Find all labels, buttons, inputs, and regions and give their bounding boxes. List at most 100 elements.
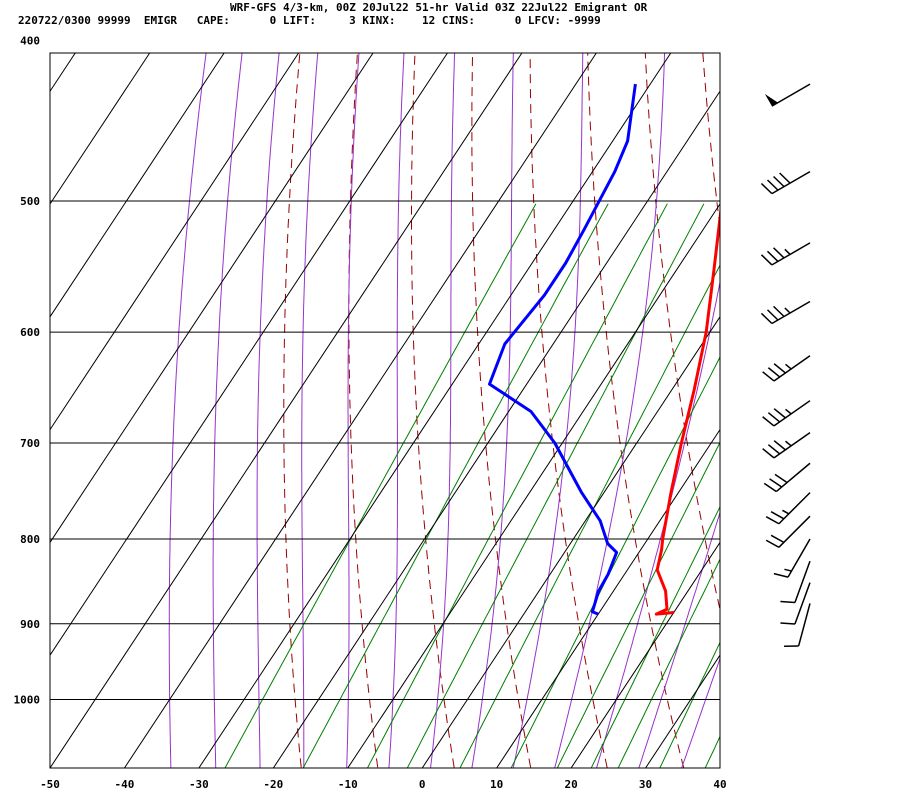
mixing-ratio-line — [617, 558, 720, 768]
mixing-ratio-line — [366, 203, 668, 768]
barb-flag — [765, 539, 780, 548]
temperature-tick-label: -30 — [189, 778, 209, 791]
temperature-tick-label: -40 — [115, 778, 135, 791]
wind-barbs — [760, 83, 811, 647]
wind-barb — [784, 603, 811, 647]
barb-half-flag — [785, 408, 792, 415]
barb-half-flag — [785, 440, 792, 447]
moist-adiabat — [554, 53, 666, 768]
pressure-tick-label: 900 — [20, 618, 40, 631]
moist-adiabat — [761, 22, 900, 787]
mixing-ratio-line — [224, 203, 537, 768]
pressure-tick-label: 600 — [20, 326, 40, 339]
temperature-profile — [654, 205, 720, 616]
barb-staff — [794, 560, 811, 603]
pressure-tick-label: 500 — [20, 195, 40, 208]
dry-adiabat — [411, 53, 455, 768]
isotherm-line — [50, 53, 374, 544]
barb-flag — [763, 482, 777, 493]
mixing-ratio-line — [459, 264, 720, 768]
wind-barb — [765, 492, 811, 525]
wind-barb — [760, 300, 811, 325]
pressure-tick-label: 700 — [20, 437, 40, 450]
dry-adiabat — [471, 53, 532, 768]
barb-flag — [767, 412, 781, 423]
barb-flag — [780, 600, 796, 604]
moist-adiabat — [388, 53, 405, 768]
wind-barb — [773, 538, 811, 578]
barb-staff — [771, 170, 811, 195]
moist-adiabat — [512, 53, 584, 768]
barb-pennant — [764, 93, 778, 107]
wind-barb — [780, 560, 811, 604]
pressure-tick-label: 800 — [20, 533, 40, 546]
barb-flag — [774, 473, 788, 484]
temperature-tick-label: 0 — [419, 778, 426, 791]
mixing-ratio-line — [704, 735, 720, 768]
barb-half-flag — [784, 568, 792, 572]
moist-adiabat — [346, 53, 360, 768]
barb-staff — [787, 538, 811, 578]
barb-half-flag — [785, 363, 792, 370]
barb-staff — [771, 300, 811, 325]
barb-flag — [766, 309, 779, 321]
moist-adiabat — [596, 279, 720, 768]
dry-adiabat — [871, 17, 900, 783]
barb-flag — [767, 444, 781, 455]
barb-staff — [778, 515, 811, 548]
barb-staff — [771, 83, 811, 107]
isotherm-line — [272, 90, 720, 768]
barb-half-flag — [782, 509, 790, 515]
barb-half-flag — [784, 307, 791, 314]
wind-barb — [762, 355, 811, 382]
pressure-tick-labels: 400 500 600 700 800 900 1000 — [14, 35, 41, 707]
wind-barb — [762, 432, 811, 459]
moist-adiabat — [212, 53, 243, 768]
temperature-tick-label: 40 — [713, 778, 726, 791]
barb-staff — [794, 582, 811, 625]
isotherm-line — [124, 53, 597, 768]
isotherm-line — [645, 654, 720, 768]
barb-flag — [762, 448, 775, 459]
barb-half-flag — [784, 248, 791, 255]
moist-adiabat — [301, 53, 319, 768]
barb-staff — [773, 400, 811, 427]
barb-flag — [773, 408, 786, 419]
barb-flag — [773, 247, 785, 259]
dry-adiabat — [814, 17, 900, 783]
moist-adiabat — [638, 510, 720, 768]
isotherm-line — [198, 53, 672, 768]
temperature-tick-label: -50 — [40, 778, 60, 791]
barb-flag — [767, 367, 781, 378]
barb-staff — [775, 462, 811, 493]
wind-barb — [760, 242, 811, 266]
mixing-ratio-line — [510, 356, 720, 768]
barb-flag — [773, 175, 785, 188]
barb-staff — [773, 355, 811, 382]
grid-lines — [50, 53, 900, 768]
dry-adiabat — [757, 17, 900, 783]
barb-flag — [770, 534, 785, 544]
barb-flag — [760, 312, 773, 325]
barb-flag — [779, 172, 791, 184]
barb-flag — [773, 363, 786, 374]
barb-staff — [797, 603, 811, 647]
wind-barb — [765, 515, 811, 548]
mixing-ratio-line — [590, 505, 720, 768]
wind-barb — [760, 170, 811, 195]
wind-barb — [764, 83, 811, 107]
isotherm-line — [719, 767, 720, 768]
barb-staff — [771, 242, 811, 266]
wind-barb — [780, 582, 811, 625]
background-lines — [168, 17, 900, 787]
isotherm-line — [794, 53, 900, 768]
isotherm-line — [50, 53, 225, 318]
wind-barb — [762, 400, 811, 427]
mixing-ratio-line — [556, 441, 720, 768]
barb-flag — [765, 516, 780, 525]
isotherm-line — [421, 315, 720, 768]
temperature-tick-label: 10 — [490, 778, 503, 791]
barb-flag — [773, 440, 786, 451]
barb-flag — [769, 478, 783, 488]
